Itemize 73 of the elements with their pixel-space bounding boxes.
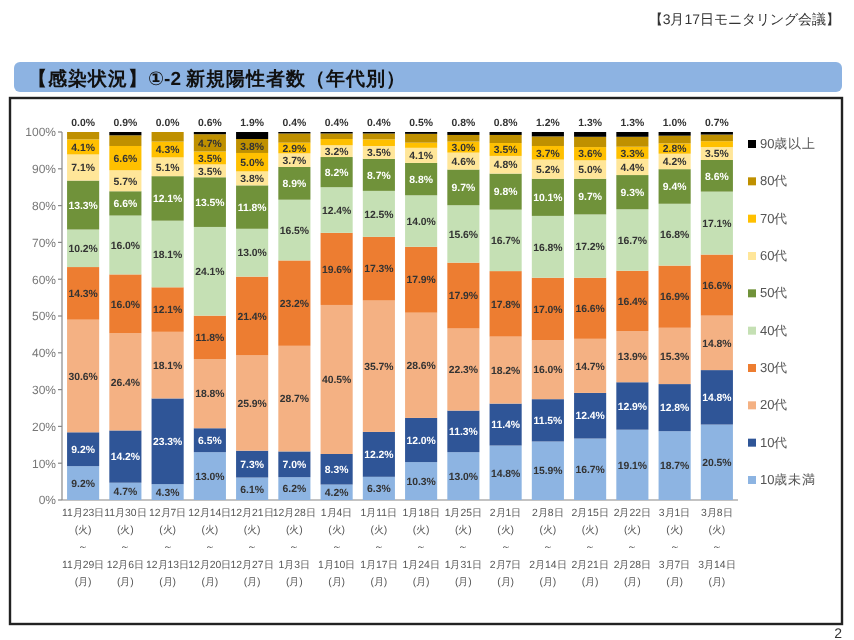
bar <box>320 133 353 139</box>
bar <box>320 138 353 146</box>
bar <box>193 359 226 429</box>
bar <box>405 133 438 143</box>
bar <box>405 312 438 418</box>
bar <box>278 260 311 346</box>
bar <box>109 430 142 483</box>
bar <box>151 132 184 142</box>
bar <box>362 133 395 140</box>
bar <box>447 134 480 142</box>
bar <box>405 195 438 247</box>
bar <box>531 441 564 500</box>
bar <box>362 300 395 432</box>
bar <box>616 270 649 332</box>
bar <box>574 136 607 148</box>
bar <box>151 331 184 399</box>
bar <box>489 336 522 404</box>
bar <box>236 132 269 139</box>
bar <box>489 134 522 144</box>
bar <box>531 136 564 146</box>
bar <box>320 232 353 305</box>
bar <box>658 327 691 385</box>
bar <box>489 209 522 272</box>
bar <box>236 276 269 356</box>
bar <box>320 304 353 454</box>
bar <box>151 398 184 485</box>
bar <box>278 133 311 143</box>
chart-title: 【感染状況】①-2 新規陽性者数（年代別） <box>28 67 407 91</box>
bar <box>362 139 395 146</box>
bar <box>574 214 607 278</box>
bar <box>700 134 733 142</box>
bar <box>616 382 649 430</box>
bar <box>658 203 691 266</box>
bar <box>489 271 522 337</box>
bar <box>700 254 733 316</box>
bar <box>278 199 311 261</box>
bar <box>67 267 100 320</box>
bar <box>236 185 269 229</box>
bar <box>700 370 733 425</box>
bar <box>193 177 226 227</box>
bar <box>658 431 691 500</box>
bar <box>278 345 311 452</box>
bar <box>447 328 480 411</box>
bar <box>531 215 564 278</box>
bar <box>574 438 607 500</box>
bar <box>574 277 607 339</box>
bar <box>151 220 184 288</box>
bar <box>193 226 226 316</box>
bar <box>151 287 184 332</box>
bar <box>616 136 649 147</box>
bar <box>320 187 353 233</box>
bar <box>531 277 564 341</box>
bar <box>700 424 733 500</box>
bar <box>616 429 649 500</box>
bar <box>67 132 100 140</box>
bar <box>658 135 691 144</box>
bar <box>658 265 691 328</box>
bar <box>109 135 142 146</box>
bar <box>405 142 438 148</box>
bar <box>236 355 269 451</box>
bar <box>616 209 649 271</box>
bar <box>531 340 564 400</box>
bar <box>151 176 184 221</box>
bar <box>109 274 142 334</box>
bar <box>405 246 438 313</box>
bar <box>109 333 142 431</box>
bar <box>447 262 480 329</box>
bar <box>67 319 100 433</box>
bar <box>700 141 733 148</box>
bar <box>447 205 480 263</box>
bar <box>700 191 733 255</box>
bar <box>574 338 607 393</box>
bar <box>362 236 395 301</box>
